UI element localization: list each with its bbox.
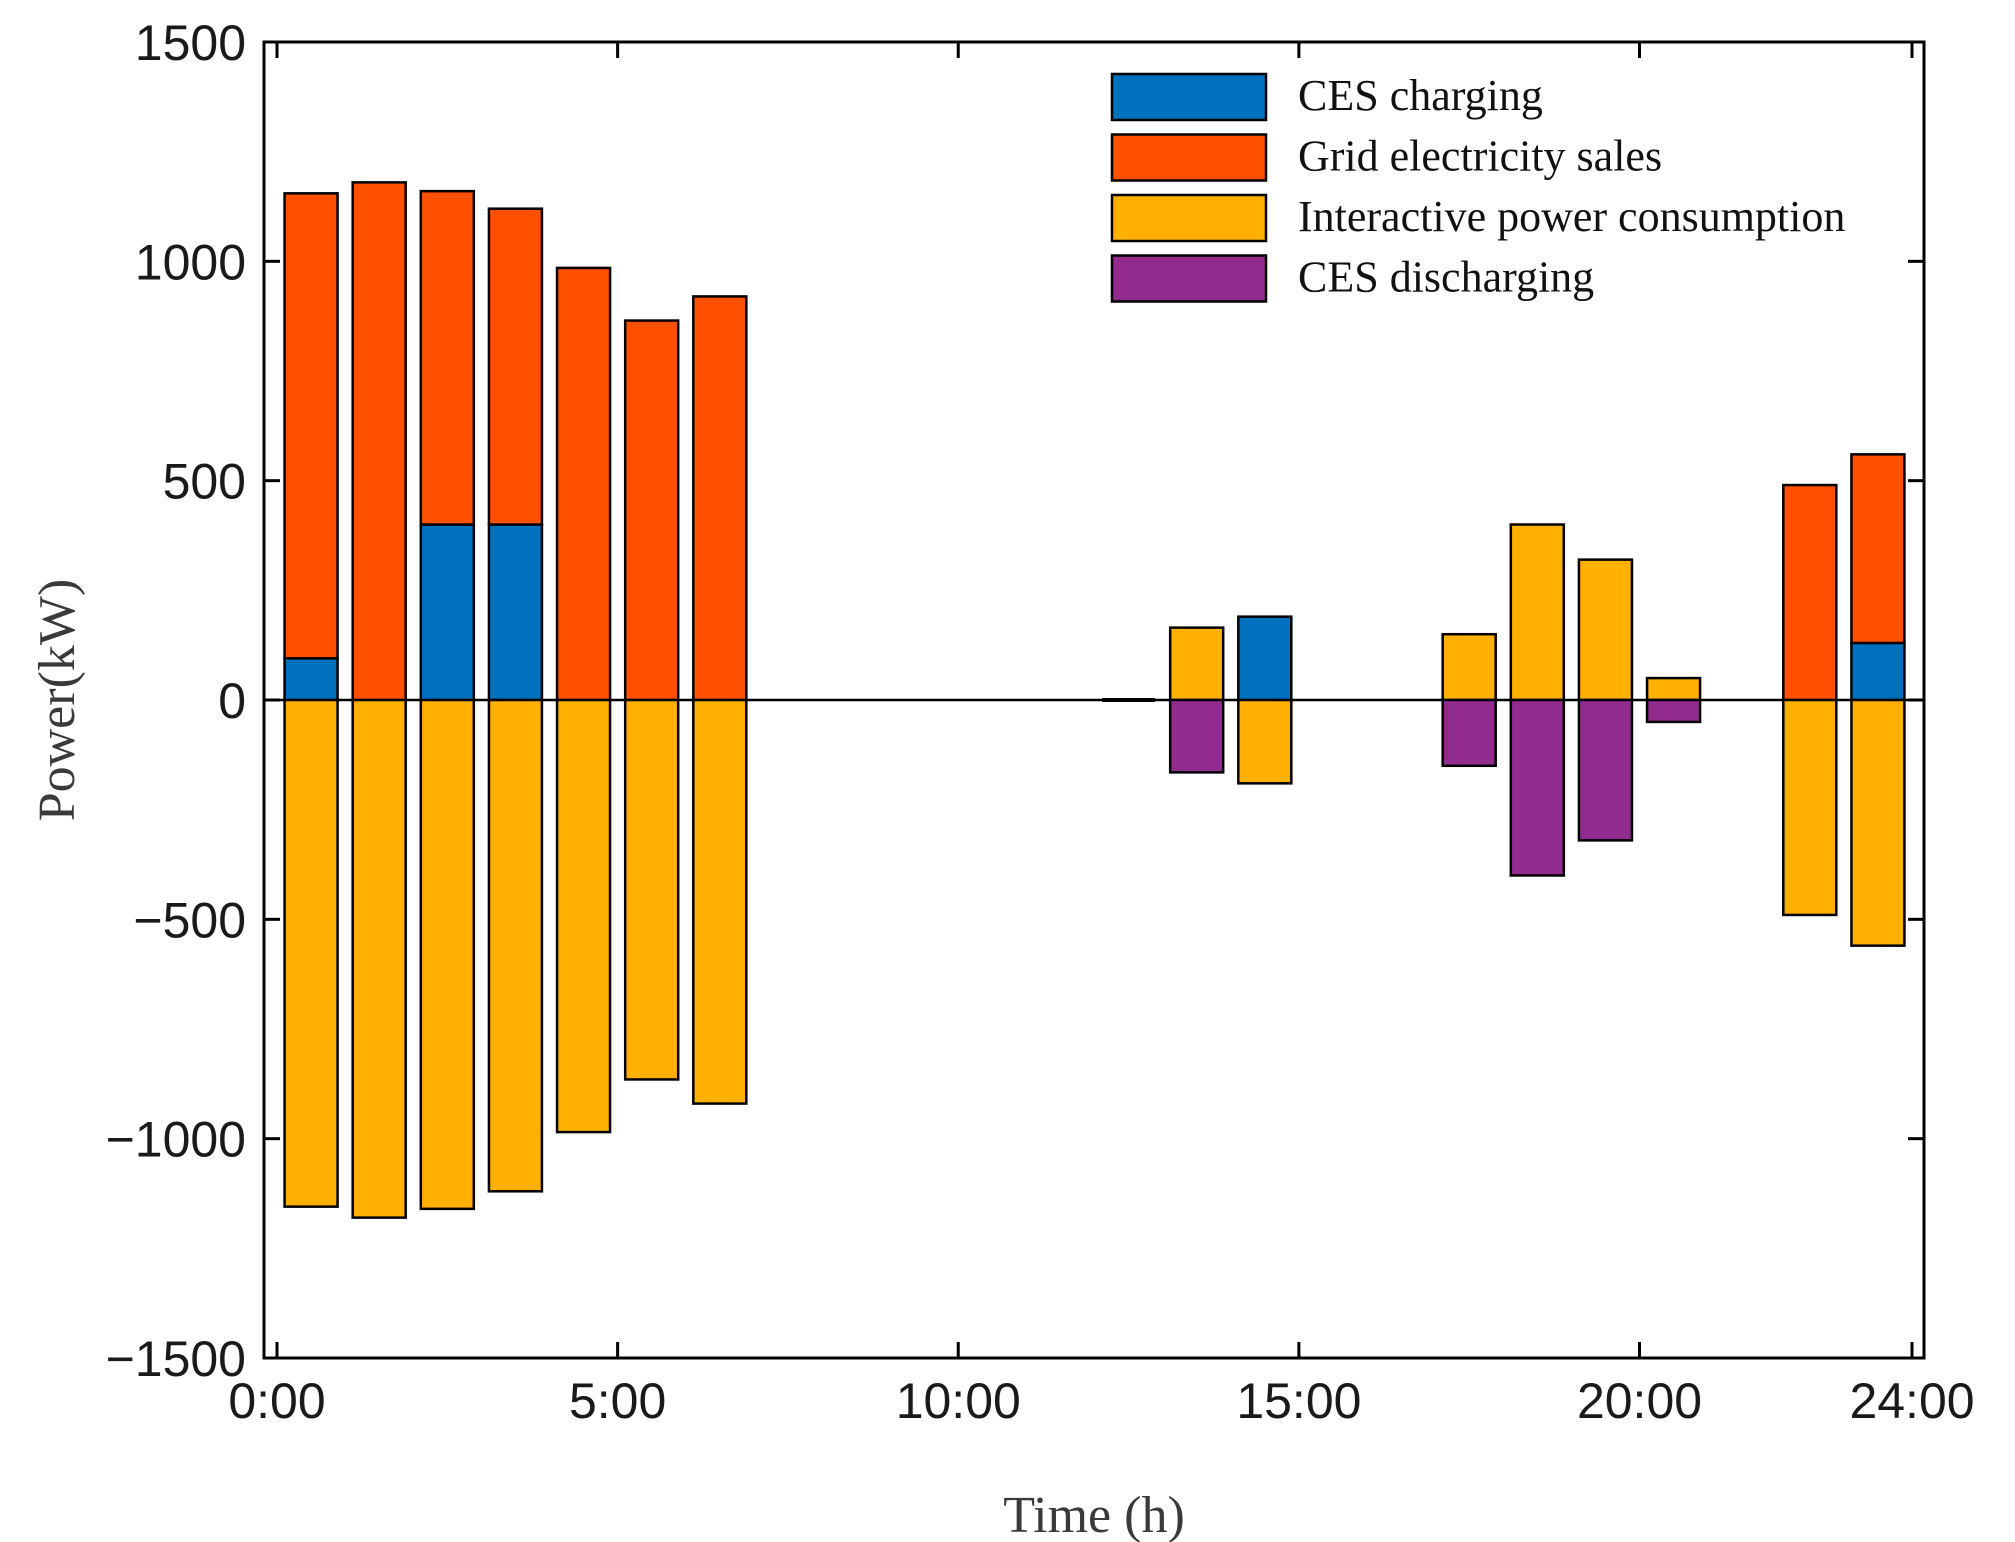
bar-interactive-power-consumption: [555, 698, 612, 1134]
bar-ces-discharging: [1509, 698, 1566, 877]
bar-interactive-power-consumption: [283, 698, 339, 1208]
bar-interactive-power-consumption: [1782, 698, 1838, 917]
bar-grid-electricity-sales: [419, 189, 476, 526]
legend-label: Interactive power consumption: [1298, 192, 1845, 241]
bar-ces-discharging: [1168, 698, 1225, 774]
bar-interactive-power-consumption: [1168, 626, 1225, 702]
x-tick-label: 24:00: [1849, 1373, 1974, 1429]
y-tick-label: −1500: [106, 1331, 246, 1387]
x-tick-label: 0:00: [228, 1373, 325, 1429]
x-tick-label: 5:00: [569, 1373, 666, 1429]
bars: [283, 181, 1906, 1219]
y-tick-label: 1500: [135, 15, 246, 71]
bar-grid-electricity-sales: [283, 192, 339, 660]
x-tick-label: 20:00: [1577, 1373, 1702, 1429]
x-tick-labels: 0:00 5:00 10:00 15:00 20:00 24:00: [228, 1373, 1974, 1429]
x-tick-label: 15:00: [1236, 1373, 1361, 1429]
y-tick-label: −500: [133, 892, 246, 948]
bar-grid-electricity-sales: [1850, 453, 1906, 645]
bar-ces-charging: [487, 523, 544, 702]
legend-label: Grid electricity sales: [1298, 132, 1662, 181]
bar-grid-electricity-sales: [1782, 483, 1838, 702]
bar-ces-discharging: [1577, 698, 1634, 842]
bar-interactive-power-consumption: [1850, 698, 1906, 947]
y-tick-label: −1000: [106, 1112, 246, 1168]
bar-interactive-power-consumption: [1237, 698, 1293, 785]
bar-grid-electricity-sales: [555, 266, 612, 702]
bar-ces-charging: [1850, 641, 1906, 702]
y-tick-label: 0: [218, 673, 246, 729]
x-tick-label: 10:00: [896, 1373, 1021, 1429]
bar-grid-electricity-sales: [351, 181, 407, 702]
bar-grid-electricity-sales: [487, 207, 544, 526]
bar-interactive-power-consumption: [1577, 558, 1634, 702]
bar-interactive-power-consumption: [1509, 523, 1566, 702]
bar-interactive-power-consumption: [1645, 676, 1702, 702]
y-tick-label: 1000: [135, 234, 246, 290]
legend-swatch: [1110, 254, 1268, 303]
bar-grid-electricity-sales: [623, 319, 680, 702]
bar-ces-discharging: [1441, 698, 1497, 768]
plot-frame: [262, 40, 1926, 1360]
legend-swatch: [1110, 193, 1268, 243]
bar-grid-electricity-sales: [692, 295, 748, 702]
bar-interactive-power-consumption: [623, 698, 680, 1081]
legend: CES charging Grid electricity sales Intera…: [1110, 71, 1845, 303]
bar-interactive-power-consumption: [692, 698, 748, 1105]
bar-ces-discharging: [1645, 698, 1702, 724]
bar-ces-charging: [283, 657, 339, 702]
bar-interactive-power-consumption: [487, 698, 544, 1193]
legend-swatch: [1110, 72, 1268, 122]
bar-ces-charging: [1237, 615, 1293, 702]
bar-interactive-power-consumption: [351, 698, 407, 1219]
legend-label: CES discharging: [1298, 253, 1594, 302]
y-tick-label: 500: [163, 454, 246, 510]
bar-ces-charging: [419, 523, 476, 702]
x-axis-label: Time (h): [1003, 1487, 1185, 1542]
y-tick-labels: 1500 1000 500 0 −500 −1000 −1500: [106, 15, 246, 1387]
bar-interactive-power-consumption: [419, 698, 476, 1211]
legend-swatch: [1110, 133, 1268, 182]
y-axis-label: Power(kW): [29, 579, 86, 822]
bar-interactive-power-consumption: [1441, 632, 1497, 702]
legend-label: CES charging: [1298, 71, 1543, 120]
